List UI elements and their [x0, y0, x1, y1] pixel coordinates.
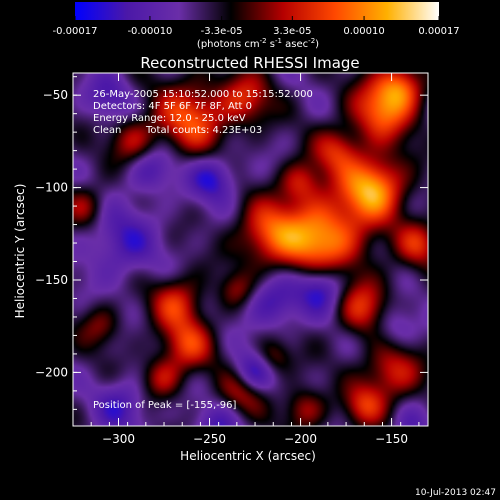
detectors-label: Detectors: 4F 5F 6F 7F 8F, Att 0	[93, 101, 252, 112]
time-range-label: 26-May-2005 15:10:52.000 to 15:15:52.000	[93, 89, 313, 100]
method-label: Clean	[93, 125, 121, 136]
peak-position-label: Position of Peak = [-155,-96]	[93, 400, 237, 411]
x-tick-label: −250	[193, 432, 226, 446]
x-axis-label: Heliocentric X (arcsec)	[180, 449, 316, 463]
x-tick-label: −150	[375, 432, 408, 446]
colorbar-tick-label: -3.3e-05	[201, 26, 243, 37]
colorbar-tick-label: 0.00010	[343, 26, 384, 37]
energy-range-label: Energy Range: 12.0 - 25.0 keV	[93, 113, 246, 124]
colorbar-tick-label: 0.00017	[418, 26, 459, 37]
colorbar-ticks: -0.00017 -0.00010 -3.3e-05 3.3e-05 0.00010 0.…	[53, 16, 460, 37]
chart-title: Reconstructed RHESSI Image	[140, 54, 359, 72]
colorbar-tick-label: -0.00017	[53, 26, 98, 37]
y-axis-label: Heliocentric Y (arcsec)	[13, 184, 27, 319]
y-tick-label: −150	[35, 273, 68, 287]
y-tick-label: −50	[43, 88, 68, 102]
colorbar-tick-label: 3.3e-05	[273, 26, 311, 37]
y-tick-label: −100	[35, 181, 68, 195]
colorbar	[75, 2, 439, 20]
x-tick-label: −200	[284, 432, 317, 446]
plot-frame	[72, 72, 429, 427]
colorbar-units: (photons cm-2 s-1 asec-2)	[197, 37, 319, 50]
footer-date: 10-Jul-2013 02:47	[415, 488, 496, 498]
heatmap-image	[73, 73, 428, 426]
x-tick-label: −300	[102, 432, 135, 446]
total-counts-label: Total counts: 4.23E+03	[145, 125, 262, 136]
colorbar-tick-label: -0.00010	[127, 26, 172, 37]
y-tick-label: −200	[35, 365, 68, 379]
axis-ticks: −300 −250 −200 −150 −50 −100 −150 −200	[35, 73, 428, 446]
